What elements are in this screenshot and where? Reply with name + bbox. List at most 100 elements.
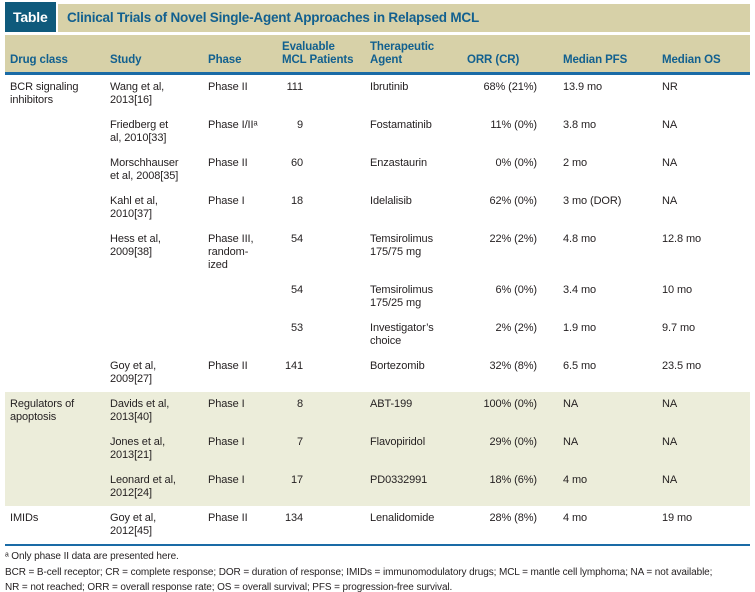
table-row: Friedberg et al, 2010[33] Phase I/IIᵃ 9 Fos… bbox=[5, 113, 750, 151]
cell-os: NA bbox=[660, 391, 750, 430]
table-title: Clinical Trials of Novel Single-Agent Ap… bbox=[67, 10, 480, 25]
cell-drug_class: IMIDs bbox=[10, 511, 39, 524]
column-header-study: Study bbox=[110, 35, 208, 75]
cell-drug_class bbox=[5, 227, 110, 278]
cell-orr: 11% (0%) bbox=[490, 118, 537, 131]
cell-os: 10 mo bbox=[662, 283, 693, 296]
cell-study: Kahl et al, 2010[37] bbox=[110, 194, 158, 220]
cell-phase: Phase II bbox=[208, 156, 248, 169]
cell-orr: 62% (0%) bbox=[489, 194, 538, 207]
cell-orr: 68% (21%) bbox=[483, 80, 537, 93]
cell-patients: 17 bbox=[268, 467, 368, 506]
cell-study: Hess et al, 2009[38] bbox=[110, 232, 161, 258]
cell-drug_class bbox=[5, 467, 110, 506]
cell-orr: 22% (2%) bbox=[489, 232, 538, 245]
table-row: Goy et al, 2009[27] Phase II 141 Bortezomib… bbox=[5, 354, 750, 392]
cell-study: Leonard et al, 2012[24] bbox=[110, 467, 208, 506]
cell-orr: 2% (2%) bbox=[495, 321, 538, 334]
cell-orr: 32% (8%) bbox=[489, 359, 538, 372]
cell-os: NA bbox=[662, 118, 678, 131]
cell-agent: Fostamatinib bbox=[370, 118, 432, 131]
column-header-patients: Evaluable MCL Patients bbox=[268, 35, 368, 75]
cell-orr: 6% (0%) bbox=[495, 283, 538, 296]
table-row: Regulators of apoptosis Davids et al, 201… bbox=[5, 391, 750, 430]
cell-os: NA bbox=[660, 467, 750, 506]
table-column-headers: Drug class Study Phase Evaluable MCL Patien… bbox=[5, 35, 750, 75]
cell-os: NR bbox=[662, 80, 678, 93]
cell-phase bbox=[208, 278, 268, 316]
cell-agent: ABT-199 bbox=[368, 391, 467, 430]
cell-pfs: 1.9 mo bbox=[563, 321, 597, 334]
cell-drug_class bbox=[5, 316, 110, 354]
cell-os: 19 mo bbox=[662, 511, 693, 524]
cell-phase: Phase I bbox=[208, 391, 268, 430]
column-header-os: Median OS bbox=[660, 35, 750, 75]
cell-phase: Phase I bbox=[208, 194, 245, 207]
column-header-drug_class: Drug class bbox=[5, 35, 110, 75]
cell-study bbox=[110, 278, 208, 316]
cell-agent: Idelalisib bbox=[370, 194, 412, 207]
cell-patients: 60 bbox=[290, 156, 303, 169]
cell-drug_class: BCR signaling inhibitors bbox=[10, 80, 79, 106]
cell-phase: Phase I bbox=[208, 467, 268, 506]
cell-os: NA bbox=[662, 194, 678, 207]
cell-patients: 54 bbox=[290, 283, 303, 296]
cell-drug_class bbox=[5, 189, 110, 227]
cell-agent: Temsirolimus 175/75 mg bbox=[370, 232, 433, 258]
cell-drug_class bbox=[5, 151, 110, 189]
cell-study: Goy et al, 2009[27] bbox=[110, 359, 157, 385]
cell-patients: 111 bbox=[286, 80, 304, 93]
cell-orr: 0% (0%) bbox=[495, 156, 538, 169]
table-row: Leonard et al, 2012[24] Phase I 17 PD033299… bbox=[5, 467, 750, 506]
table-header-bar: Table Clinical Trials of Novel Single-Ag… bbox=[5, 2, 750, 33]
table-row: IMIDs Goy et al, 2012[45] Phase II 134 Lenal… bbox=[5, 506, 750, 545]
cell-pfs: 4 mo bbox=[563, 511, 588, 524]
cell-drug_class bbox=[5, 113, 110, 151]
cell-pfs: 2 mo bbox=[563, 156, 588, 169]
cell-phase: Phase III, random- ized bbox=[208, 232, 254, 271]
cell-phase: Phase I/IIᵃ bbox=[208, 118, 258, 131]
cell-patients: 54 bbox=[290, 232, 303, 245]
cell-study: Friedberg et al, 2010[33] bbox=[110, 118, 169, 144]
table-row: 54 Temsirolimus 175/25 mg 6% (0%) 3.4 mo 10 … bbox=[5, 278, 750, 316]
cell-os: 23.5 mo bbox=[662, 359, 702, 372]
cell-pfs: 3.4 mo bbox=[563, 283, 597, 296]
cell-pfs: 13.9 mo bbox=[563, 80, 603, 93]
cell-study: Wang et al, 2013[16] bbox=[110, 80, 165, 106]
column-header-orr: ORR (CR) bbox=[467, 35, 545, 75]
clinical-trials-table: Drug class Study Phase Evaluable MCL Patien… bbox=[5, 35, 750, 546]
footnote-abbreviations: BCR = B-cell receptor; CR = complete res… bbox=[5, 567, 713, 592]
table-row: Jones et al, 2013[21] Phase I 7 Flavopirido… bbox=[5, 429, 750, 468]
cell-agent: Investigator’s choice bbox=[370, 321, 434, 347]
cell-phase: Phase II bbox=[208, 80, 248, 93]
cell-phase: Phase II bbox=[208, 359, 248, 372]
cell-study: Davids et al, 2013[40] bbox=[110, 391, 208, 430]
cell-drug_class bbox=[5, 278, 110, 316]
cell-os: NA bbox=[662, 156, 678, 169]
cell-orr: 18% (6%) bbox=[467, 467, 545, 506]
cell-study: Goy et al, 2012[45] bbox=[110, 511, 157, 537]
cell-orr: 29% (0%) bbox=[467, 429, 545, 468]
column-header-agent: Therapeutic Agent bbox=[368, 35, 467, 75]
cell-agent: Flavopiridol bbox=[368, 429, 467, 468]
cell-patients: 141 bbox=[284, 359, 303, 372]
cell-agent: Enzastaurin bbox=[370, 156, 427, 169]
table-chip-label: Table bbox=[13, 9, 48, 25]
cell-pfs: 4 mo bbox=[545, 467, 660, 506]
column-header-pfs: Median PFS bbox=[545, 35, 660, 75]
cell-os: NA bbox=[660, 429, 750, 468]
cell-pfs: 6.5 mo bbox=[563, 359, 597, 372]
cell-patients: 9 bbox=[296, 118, 303, 131]
cell-drug_class bbox=[5, 354, 110, 392]
table-row: BCR signaling inhibitors Wang et al, 2013… bbox=[5, 73, 750, 113]
cell-pfs: 3 mo (DOR) bbox=[563, 194, 622, 207]
cell-orr: 100% (0%) bbox=[467, 391, 545, 430]
cell-study: Jones et al, 2013[21] bbox=[110, 429, 208, 468]
title-bar-background bbox=[5, 4, 750, 32]
table-row: 53 Investigator’s choice 2% (2%) 1.9 mo 9.7 … bbox=[5, 316, 750, 354]
cell-agent: PD0332991 bbox=[368, 467, 467, 506]
cell-os: 12.8 mo bbox=[662, 232, 702, 245]
table-row: Kahl et al, 2010[37] Phase I 18 Idelalisib 6… bbox=[5, 189, 750, 227]
table-chip: Table bbox=[5, 2, 58, 32]
cell-patients: 8 bbox=[268, 391, 368, 430]
